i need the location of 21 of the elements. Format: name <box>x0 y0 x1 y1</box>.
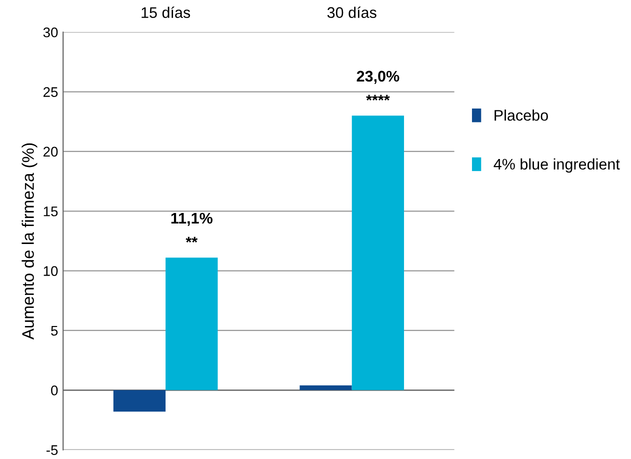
y-tick-label: 15 <box>44 206 58 216</box>
y-axis-title: Aumento de la firmeza (%) <box>22 143 38 340</box>
y-tick-label: 30 <box>43 27 58 38</box>
y-tick-label: 0 <box>51 385 58 396</box>
bar <box>352 116 404 390</box>
legend-label: 4% blue ingredient <box>494 158 620 173</box>
data-label: 11,1% <box>171 212 212 226</box>
y-tick-label: -5 <box>46 445 58 455</box>
x-tick-label: 15 días <box>142 6 190 18</box>
annotation: **** <box>366 94 390 101</box>
annotation: ** <box>186 236 198 243</box>
y-tick-label: 20 <box>43 146 58 157</box>
y-tick-label: 25 <box>43 87 58 97</box>
bar <box>166 258 218 390</box>
bar <box>300 385 352 390</box>
x-tick-label: 30 días <box>327 6 376 18</box>
y-tick-label: 10 <box>44 266 58 276</box>
data-label: 23,0% <box>356 70 400 84</box>
y-tick-label: 5 <box>51 326 58 336</box>
bar <box>113 390 166 412</box>
legend-label: Placebo <box>494 110 548 121</box>
